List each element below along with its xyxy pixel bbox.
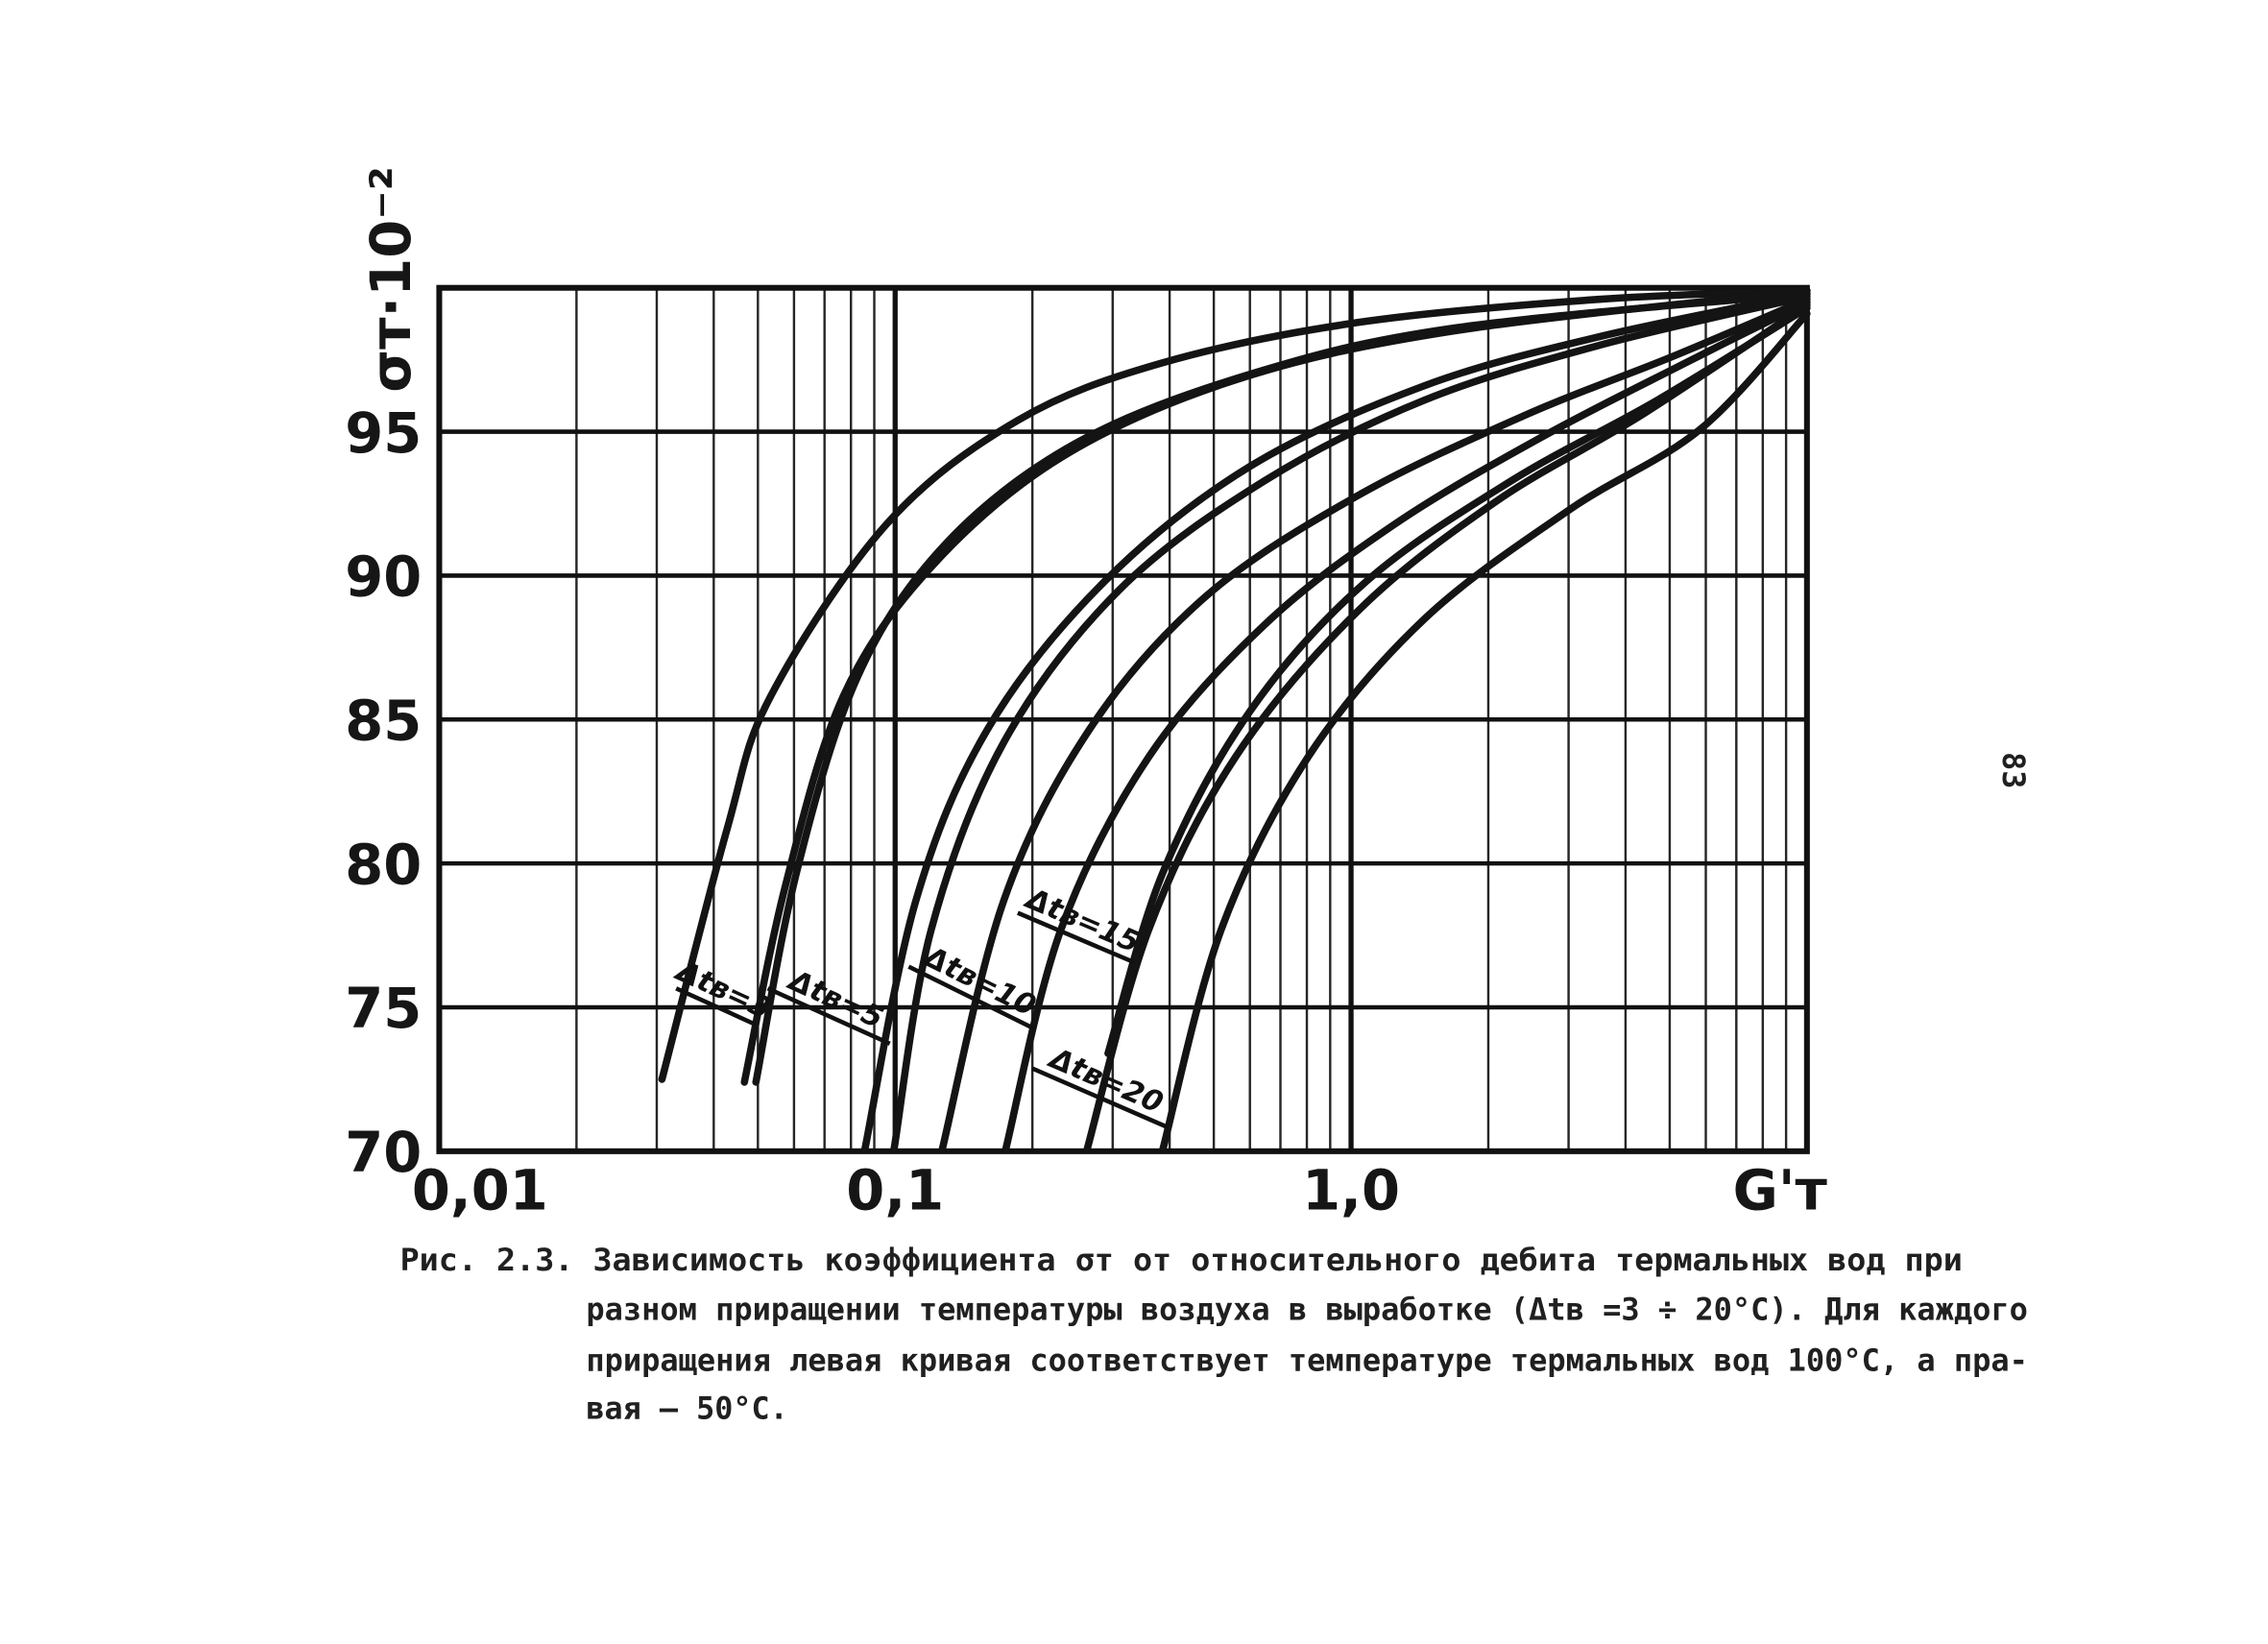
curve — [752, 289, 1811, 1086]
y-tick-label: 95 — [345, 401, 422, 466]
y-tick-label: 90 — [345, 545, 422, 610]
curve — [658, 286, 1811, 1083]
curve — [1083, 301, 1811, 1152]
x-tick-label: 1,0 — [1302, 1158, 1400, 1222]
caption-line: вая – 50°C. — [586, 1391, 787, 1426]
annotation-leader — [766, 986, 891, 1046]
y-tick-label: 85 — [345, 689, 422, 753]
x-tick-label: 0,01 — [412, 1158, 548, 1222]
curve — [1159, 309, 1811, 1152]
curve — [938, 295, 1811, 1152]
annotation-leader — [907, 964, 1037, 1031]
y-tick-label: 80 — [345, 833, 422, 897]
curve — [861, 289, 1811, 1152]
y-axis-label: σт·10⁻² — [359, 166, 423, 393]
x-axis-label: G'т — [1733, 1158, 1828, 1222]
curve — [1104, 303, 1811, 1057]
annotation-leader — [1017, 910, 1135, 965]
curve — [890, 292, 1811, 1152]
page-number: 83 — [1995, 752, 2030, 788]
y-tick-label: 75 — [345, 977, 422, 1041]
x-tick-label: 0,1 — [846, 1158, 944, 1222]
plot-frame — [436, 284, 1810, 1154]
caption-line: приращения левая кривая соответствует те… — [586, 1343, 2028, 1378]
caption-line: разном приращении температуры воздуха в … — [586, 1293, 2028, 1327]
y-tick-label: 70 — [345, 1121, 422, 1185]
annotation-leader — [1031, 1066, 1168, 1129]
caption-line: Рис. 2.3. Зависимость коэффициента σт от… — [400, 1244, 1963, 1278]
annotation-leader — [675, 986, 758, 1028]
